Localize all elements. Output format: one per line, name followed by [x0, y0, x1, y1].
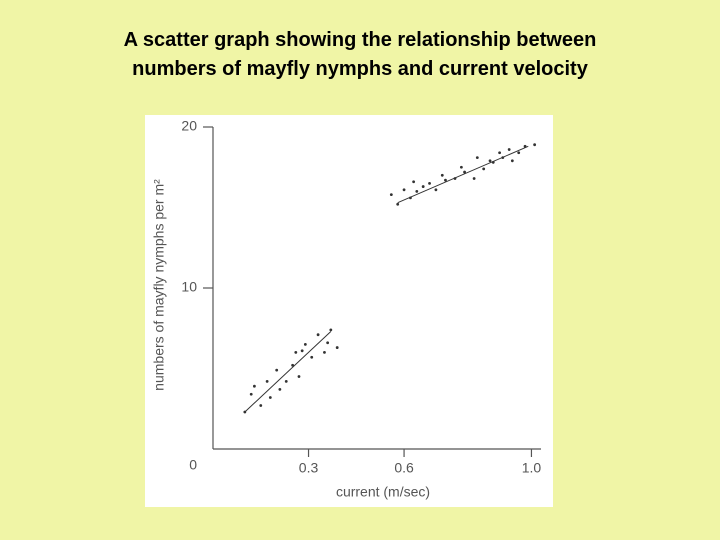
point — [294, 351, 298, 354]
point — [284, 379, 288, 383]
point — [310, 355, 314, 359]
point — [444, 178, 447, 182]
point — [275, 368, 279, 372]
point — [249, 392, 253, 396]
point — [297, 375, 301, 378]
point — [323, 351, 326, 354]
x-tick-label: 0.3 — [299, 460, 319, 476]
point — [300, 349, 304, 353]
y-axis-label: numbers of mayfly nymphs per m² — [151, 179, 167, 391]
point — [335, 346, 339, 349]
point — [329, 328, 333, 332]
y-tick-label: 20 — [181, 118, 197, 134]
point — [326, 341, 330, 345]
point — [412, 180, 416, 184]
x-tick-label: 0.6 — [394, 460, 414, 476]
point — [472, 177, 476, 180]
trend-line — [397, 145, 529, 204]
title-line: A scatter graph showing the relationship… — [123, 29, 597, 51]
point — [434, 188, 438, 192]
point — [316, 333, 320, 337]
point — [517, 151, 521, 155]
point — [463, 170, 466, 174]
title: A scatter graph showing the relationship… — [0, 26, 720, 84]
point — [268, 396, 272, 399]
point — [252, 384, 256, 388]
point — [507, 148, 511, 151]
point — [510, 159, 514, 163]
point — [533, 143, 537, 147]
point — [440, 173, 444, 177]
point — [421, 185, 425, 188]
point — [265, 379, 269, 383]
x-axis-label: current (m/sec) — [336, 484, 430, 500]
point — [415, 190, 419, 193]
point — [475, 156, 479, 159]
point — [459, 165, 463, 169]
point — [389, 193, 393, 197]
point — [278, 388, 282, 391]
trend-line — [244, 331, 332, 413]
point — [402, 188, 406, 192]
plot-panel — [145, 115, 553, 507]
point — [488, 159, 492, 163]
point — [396, 202, 400, 206]
point — [482, 167, 486, 171]
point — [428, 181, 431, 185]
y-tick-label: 10 — [181, 279, 197, 295]
title-line: numbers of mayfly nymphs and current vel… — [132, 58, 588, 80]
point — [259, 404, 263, 407]
y-tick-label: 0 — [189, 457, 197, 473]
x-tick-label: 1.0 — [522, 460, 542, 476]
point — [498, 151, 502, 155]
point — [303, 342, 307, 346]
